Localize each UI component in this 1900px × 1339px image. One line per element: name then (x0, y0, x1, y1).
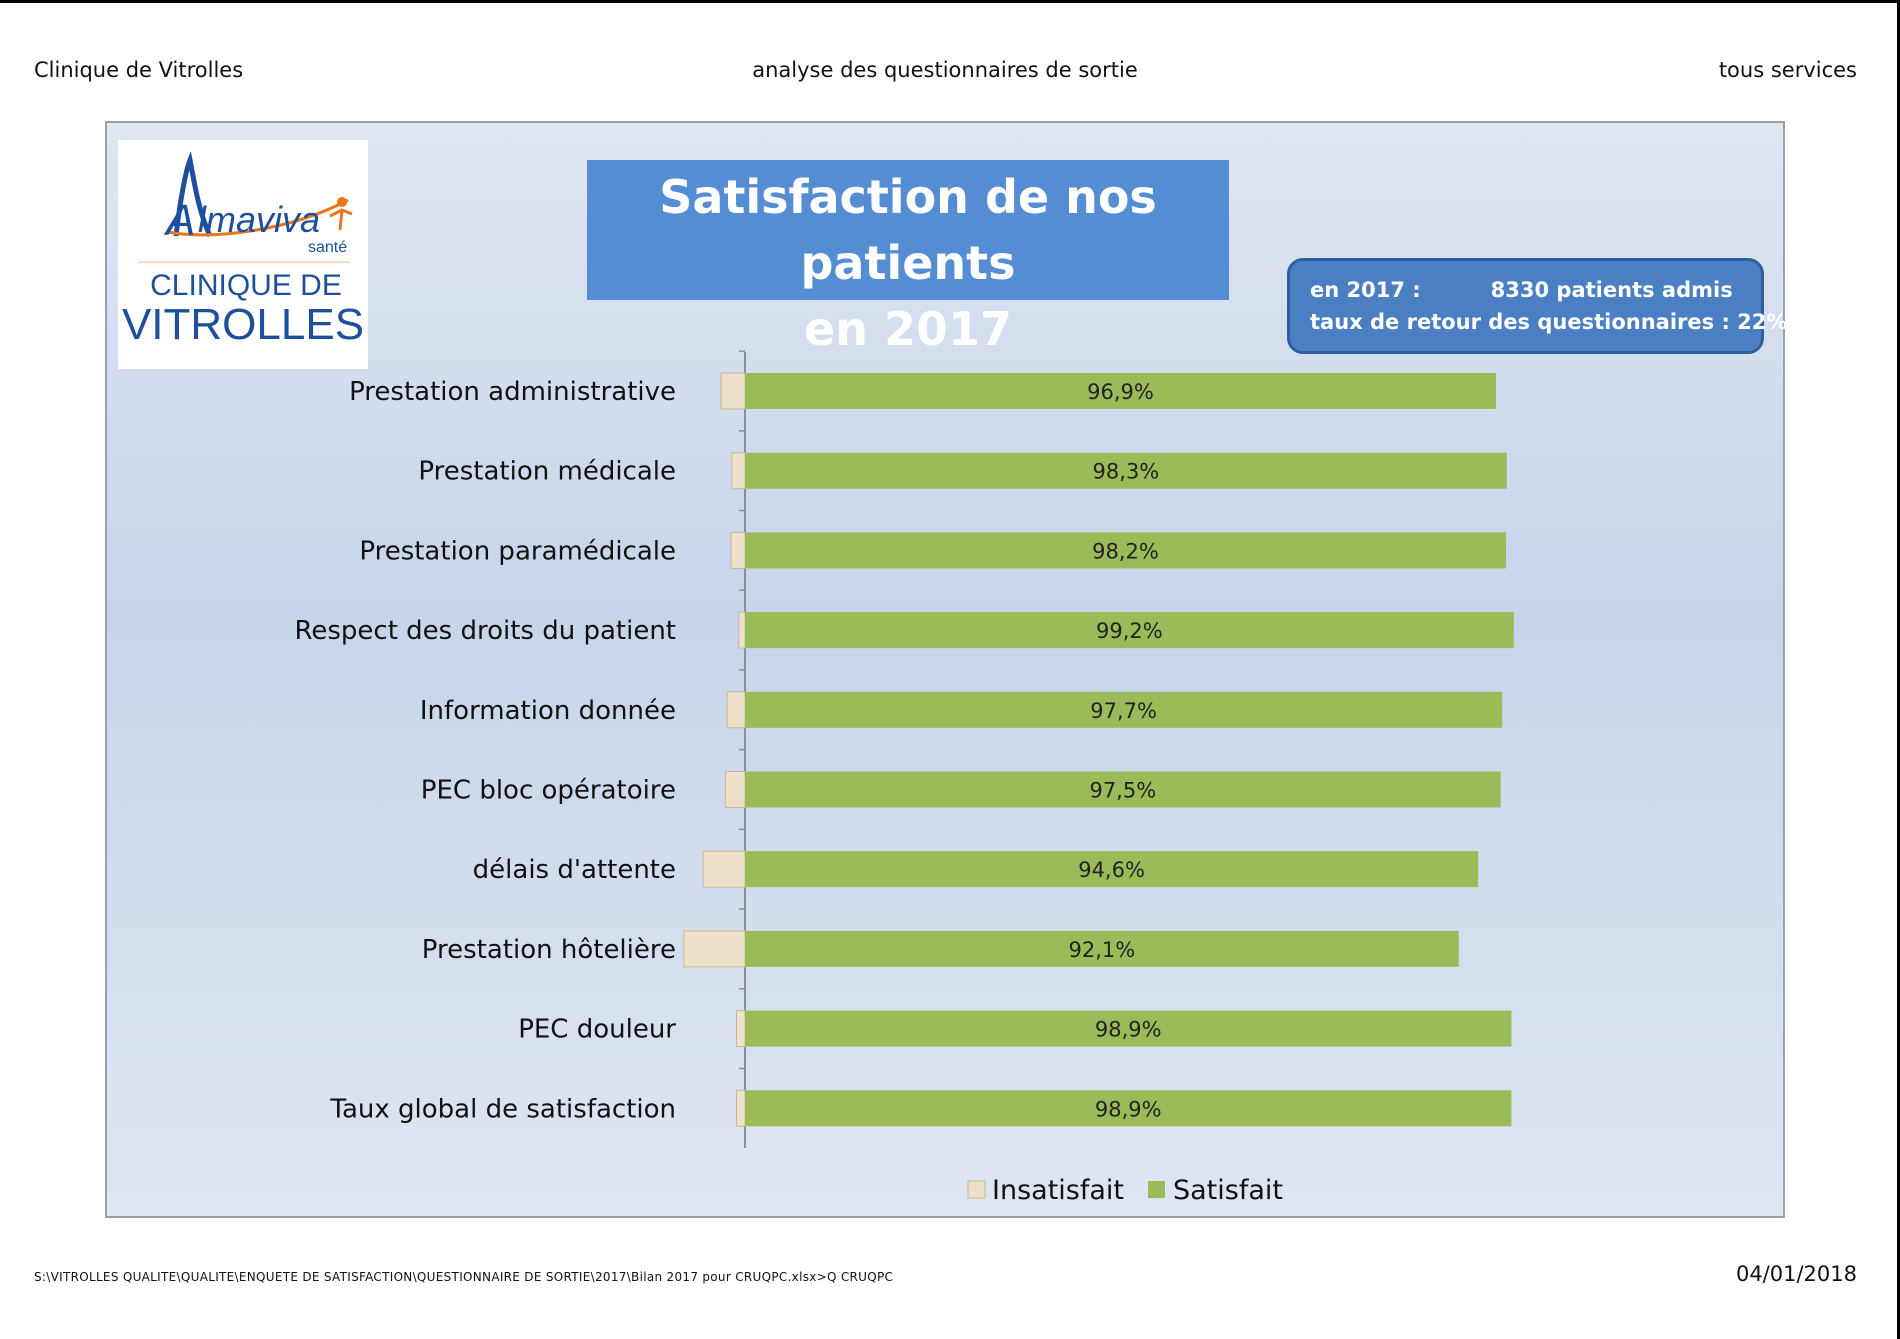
bar-insatisfait (735, 1089, 746, 1127)
bar-satisfait (745, 373, 1496, 409)
clinic-logo: A lmaviva santé CLINIQUE DE VITROLLES (118, 140, 368, 369)
bar-satisfait (745, 771, 1501, 808)
data-label: 92,1% (1069, 938, 1136, 962)
logo-initial: A (163, 196, 195, 245)
category-label: Taux global de satisfaction (329, 1094, 676, 1124)
data-label: 98,9% (1095, 1097, 1162, 1121)
data-label: 97,7% (1090, 699, 1157, 723)
data-label: 94,6% (1078, 858, 1145, 882)
data-label: 98,3% (1093, 460, 1160, 484)
bar-insatisfait (731, 452, 746, 490)
bar-insatisfait (730, 531, 746, 569)
info-callout: en 2017 : 8330 patients admis taux de ret… (1287, 258, 1788, 354)
category-label: Respect des droits du patient (294, 616, 676, 646)
bar-insatisfait (683, 930, 746, 968)
data-label: 98,9% (1095, 1018, 1162, 1042)
bar-insatisfait (738, 611, 746, 649)
footer-file-path: S:\VITROLLES QUALITE\QUALITE\ENQUETE DE … (34, 1270, 894, 1284)
header-clinic-name: Clinique de Vitrolles (34, 58, 244, 82)
legend-label-insatisfait: Insatisfait (992, 1175, 1124, 1206)
logo-brand: lmaviva (198, 199, 320, 240)
bar-insatisfait (726, 691, 746, 729)
logo-figure-icon (337, 197, 347, 207)
chart-title: Satisfaction de nos patients en 2017 (587, 160, 1229, 356)
bar-insatisfait (702, 850, 746, 888)
bar-satisfait (745, 691, 1503, 728)
data-label: 99,2% (1096, 619, 1163, 643)
bar-satisfait (745, 612, 1514, 649)
footer-date: 04/01/2018 (1735, 1262, 1857, 1286)
logo-line1: CLINIQUE DE (150, 269, 342, 302)
bar-insatisfait (720, 372, 746, 410)
info-year: en 2017 : (1310, 278, 1421, 302)
header-report-title: analyse des questionnaires de sortie (752, 58, 1138, 82)
bar-satisfait (745, 1090, 1512, 1127)
category-label: Prestation médicale (418, 457, 676, 487)
info-admissions: 8330 patients admis (1490, 278, 1733, 302)
category-label: Prestation administrative (349, 377, 676, 407)
bar-insatisfait (725, 771, 746, 808)
legend-swatch-insatisfait (967, 1180, 986, 1199)
bar-satisfait (745, 851, 1479, 888)
bar-satisfait (745, 930, 1459, 967)
chart-title-line-1: Satisfaction de nos patients (659, 170, 1157, 290)
category-label: Information donnée (420, 696, 676, 726)
bar-satisfait (745, 452, 1507, 489)
data-label: 98,2% (1092, 539, 1159, 563)
header-scope: tous services (1718, 58, 1857, 82)
bar-satisfait (745, 532, 1507, 569)
bar-insatisfait (735, 1010, 746, 1048)
info-return-rate: taux de retour des questionnaires : 22% (1310, 310, 1788, 334)
legend-label-satisfait: Satisfait (1173, 1175, 1283, 1206)
data-label: 97,5% (1089, 779, 1156, 803)
category-label: Prestation paramédicale (359, 536, 676, 566)
logo-sub: santé (308, 239, 347, 256)
category-label: délais d'attente (473, 855, 676, 885)
logo-line2: VITROLLES (122, 300, 364, 349)
category-label: Prestation hôtelière (422, 935, 676, 965)
logo-swoosh-icon (173, 151, 213, 238)
chart-title-line-2: en 2017 (804, 302, 1012, 356)
bar-satisfait (745, 1010, 1512, 1047)
data-label: 96,9% (1087, 380, 1154, 404)
top-border (0, 0, 1900, 3)
category-label: PEC bloc opératoire (421, 776, 676, 806)
category-label: PEC douleur (518, 1015, 676, 1045)
right-border (1897, 0, 1900, 1339)
legend-swatch-satisfait (1148, 1181, 1165, 1198)
